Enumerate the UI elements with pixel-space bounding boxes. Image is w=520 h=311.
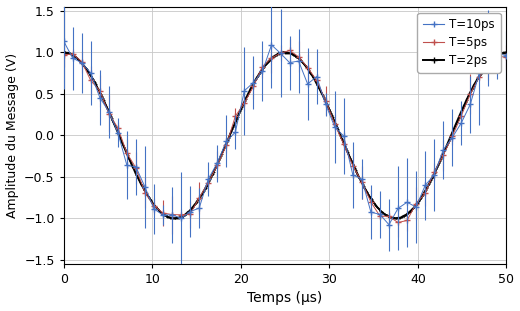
T=2ps bbox=[302, 63, 308, 67]
T=2ps bbox=[275, 52, 281, 55]
T=2ps bbox=[495, 53, 501, 57]
T=2ps bbox=[172, 216, 178, 220]
Legend: T=10ps, T=5ps, T=2ps: T=10ps, T=5ps, T=2ps bbox=[417, 13, 501, 73]
X-axis label: Temps (μs): Temps (μs) bbox=[248, 291, 323, 305]
T=2ps bbox=[326, 107, 332, 111]
T=2ps bbox=[503, 50, 510, 54]
T=2ps bbox=[61, 50, 68, 54]
T=2ps bbox=[425, 183, 432, 187]
Y-axis label: Amplitude du Message (V): Amplitude du Message (V) bbox=[6, 53, 19, 218]
T=2ps bbox=[272, 53, 279, 57]
T=2ps bbox=[60, 51, 67, 54]
Line: T=2ps: T=2ps bbox=[62, 51, 508, 220]
